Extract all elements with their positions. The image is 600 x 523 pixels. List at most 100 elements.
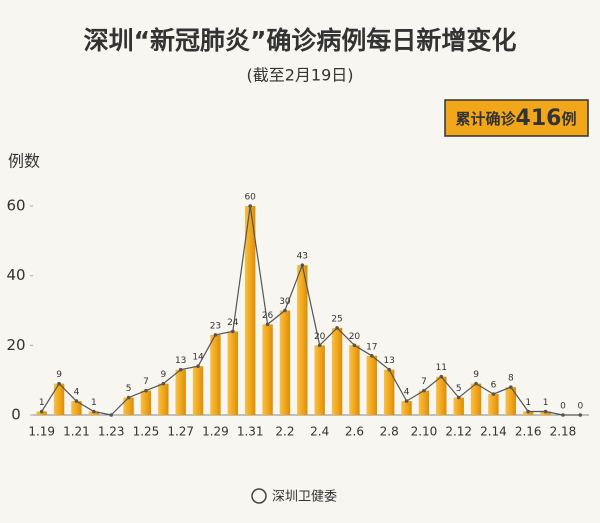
data-label: 25	[331, 314, 342, 324]
point	[387, 367, 391, 372]
data-label: 13	[383, 356, 394, 366]
point	[74, 399, 79, 403]
data-label: 4	[404, 388, 410, 398]
x-tick-label: 2.14	[480, 425, 507, 439]
point	[561, 413, 565, 417]
bar	[297, 265, 308, 415]
data-label: 60	[244, 193, 256, 203]
bar	[244, 206, 256, 415]
source-text: 深圳卫健委	[272, 490, 337, 505]
bar	[123, 397, 134, 415]
x-tick-label: 2.18	[550, 425, 577, 439]
point	[422, 388, 426, 393]
source-icon	[251, 488, 267, 504]
x-tick-label: 1.21	[63, 425, 90, 439]
bar	[505, 387, 517, 415]
y-axis-label: 例数	[8, 152, 40, 171]
data-label: 7	[421, 377, 427, 387]
point	[404, 399, 409, 403]
x-tick-label: 1.25	[133, 425, 160, 439]
data-label: 17	[366, 342, 377, 352]
badge-number: 416	[516, 106, 562, 131]
data-label: 1	[91, 398, 97, 408]
point	[196, 364, 200, 369]
y-tick-label: 0	[11, 406, 21, 424]
point	[300, 263, 305, 268]
data-label: 9	[160, 370, 166, 380]
point	[543, 409, 548, 414]
data-label: 1	[39, 398, 45, 408]
point	[317, 343, 322, 348]
data-label: 5	[456, 384, 462, 394]
point	[265, 322, 270, 327]
badge-text: 累计确诊416例	[456, 106, 577, 131]
bar	[279, 310, 291, 415]
data-label: 7	[143, 377, 149, 387]
bar	[470, 383, 482, 415]
bar	[331, 327, 343, 415]
bar	[262, 324, 273, 415]
x-tick-label: 1.29	[202, 425, 229, 439]
x-tick-label: 1.23	[98, 425, 125, 439]
point	[57, 381, 61, 386]
point	[126, 395, 131, 400]
data-label: 5	[126, 384, 132, 394]
x-tick-label: 1.31	[237, 425, 264, 439]
badge-prefix: 累计确诊	[456, 110, 517, 128]
bar	[53, 383, 65, 415]
data-label: 24	[227, 318, 239, 328]
bar	[175, 369, 186, 415]
point	[92, 409, 96, 414]
x-tick-label: 1.19	[28, 425, 55, 439]
x-tick-label: 2.6	[345, 425, 364, 439]
point	[213, 333, 218, 337]
x-tick-label: 2.4	[310, 425, 329, 439]
data-label: 26	[262, 311, 274, 321]
data-label: 0	[560, 402, 566, 412]
data-label: 14	[192, 353, 204, 363]
data-label: 20	[314, 332, 326, 342]
bar	[210, 334, 221, 415]
data-label: 8	[508, 374, 514, 384]
bar	[140, 390, 152, 415]
point	[509, 385, 513, 389]
point	[526, 409, 530, 414]
data-label: 1	[525, 398, 531, 408]
chart-subtitle: (截至2月19日)	[246, 66, 353, 85]
data-label: 4	[74, 388, 80, 398]
bar	[158, 383, 169, 415]
bar	[453, 397, 464, 415]
point	[439, 374, 444, 379]
bar	[71, 401, 82, 415]
data-label: 9	[56, 370, 62, 380]
point	[491, 392, 496, 396]
point	[283, 308, 287, 313]
data-label: 6	[491, 381, 497, 391]
data-label: 20	[349, 332, 361, 342]
data-label: 13	[175, 356, 186, 366]
point	[335, 326, 339, 330]
x-tick-label: 2.12	[445, 425, 472, 439]
x-tick-label: 2.16	[515, 425, 542, 439]
bar	[383, 369, 395, 415]
point	[144, 388, 148, 393]
bar	[401, 401, 412, 415]
point	[231, 329, 235, 334]
point	[109, 413, 113, 417]
trend-line	[41, 205, 581, 416]
y-tick-label: 40	[6, 266, 25, 284]
badge-suffix: 例	[561, 110, 576, 128]
x-tick-label: 2.8	[380, 425, 399, 439]
point	[456, 395, 461, 400]
bar	[366, 355, 378, 415]
data-label: 11	[436, 363, 447, 373]
x-tick-label: 2.2	[275, 425, 294, 439]
point	[178, 367, 183, 372]
data-label: 23	[210, 321, 221, 331]
chart-title: 深圳“新冠肺炎”确诊病例每日新增变化	[84, 26, 517, 55]
data-label: 1	[543, 398, 549, 408]
data-label: 0	[577, 402, 583, 412]
bar	[436, 376, 447, 415]
